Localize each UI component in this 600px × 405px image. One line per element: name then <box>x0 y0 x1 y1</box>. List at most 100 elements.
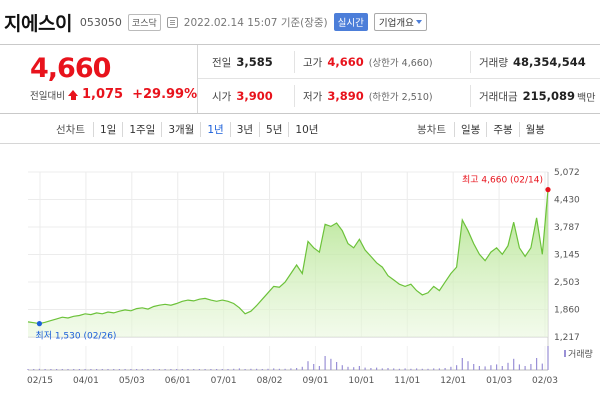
amount-unit: 백만 <box>577 92 596 104</box>
volume-bars <box>27 346 549 370</box>
volume-bar <box>324 356 326 370</box>
volume-bar <box>118 369 120 370</box>
volume-bar <box>336 362 338 370</box>
low-label: 저가 <box>303 90 323 103</box>
x-tick-label: 11/01 <box>394 376 420 386</box>
volume-bar <box>44 369 46 370</box>
volume-bar <box>313 364 315 370</box>
volume-label: 거래량 <box>479 56 508 69</box>
volume-bar <box>536 358 538 370</box>
volume-bar <box>507 362 509 370</box>
price-line <box>27 189 549 325</box>
tab-monthly[interactable]: 월봉 <box>518 121 551 137</box>
current-price: 4,660 <box>30 53 111 84</box>
tab-3m[interactable]: 3개월 <box>161 121 200 137</box>
tab-weekly[interactable]: 주봉 <box>486 121 518 137</box>
volume-bar <box>427 368 429 370</box>
tab-daily[interactable]: 일봉 <box>453 121 486 137</box>
tab-1d[interactable]: 1일 <box>92 121 122 137</box>
volume-bar <box>33 369 35 370</box>
lower-limit: (하한가 2,510) <box>368 92 433 103</box>
tab-10y[interactable]: 10년 <box>288 121 324 137</box>
company-info-button[interactable]: 기업개요 <box>373 13 427 31</box>
volume-bar <box>27 369 29 370</box>
volume-bar <box>90 369 92 370</box>
volume-bar <box>404 368 406 370</box>
volume-bar <box>164 369 166 370</box>
amount-cell: 거래대금 215,089 백만 <box>470 85 595 107</box>
volume-bar <box>56 369 58 370</box>
volume-bar <box>541 363 543 370</box>
volume-bar <box>478 366 480 370</box>
volume-bar <box>181 369 183 370</box>
volume-bar <box>444 368 446 370</box>
chevron-down-icon <box>415 20 422 24</box>
y-axis: 5,072 4,430 3,787 3,145 2,503 1,860 1,217 <box>554 168 580 343</box>
volume-bar <box>496 364 498 370</box>
volume-bar <box>238 368 240 370</box>
volume-bar <box>398 368 400 370</box>
stat-row-1: 전일 3,585 고가 4,660 (상한가 4,660) 거래량 48,354… <box>198 45 600 79</box>
volume-bar <box>393 368 395 370</box>
candle-chart-title: 봉차트 <box>417 123 446 136</box>
volume-bar <box>530 364 532 370</box>
volume-bar <box>61 369 63 370</box>
volume-bar <box>38 368 40 370</box>
volume-bar <box>176 369 178 370</box>
volume-bar <box>387 368 389 370</box>
low-cell: 저가 3,890 (하한가 2,510) <box>294 85 433 107</box>
volume-bar <box>204 369 206 370</box>
volume-bar <box>158 369 160 370</box>
chart-annotations: 거래량 최고 4,660 (02/14) 최저 1,530 (02/26) <box>35 175 592 360</box>
price-chart: 5,072 4,430 3,787 3,145 2,503 1,860 1,217 02/1… <box>27 168 593 386</box>
company-info-label: 기업개요 <box>378 18 414 29</box>
line-chart-title: 선차트 <box>56 123 85 136</box>
stock-code: 053050 <box>79 15 122 29</box>
volume-bar <box>484 366 486 370</box>
volume-bar <box>290 368 292 370</box>
volume-bar <box>370 368 372 370</box>
volume-bar <box>513 358 515 370</box>
volume-bar <box>101 369 103 370</box>
volume-bar <box>284 368 286 370</box>
volume-bar <box>518 364 520 370</box>
volume-bar <box>450 366 452 370</box>
volume-bar <box>433 368 435 370</box>
calendar-icon <box>166 16 178 28</box>
volume-bar <box>301 366 303 370</box>
high-point <box>545 187 551 193</box>
price-area <box>28 189 548 337</box>
volume-bar <box>296 368 298 370</box>
y-tick-label: 5,072 <box>554 168 580 178</box>
volume-bar <box>524 366 526 370</box>
volume-bar <box>421 368 423 370</box>
volume-bar <box>227 369 229 370</box>
volume-bar <box>136 369 138 370</box>
upper-limit: (상한가 4,660) <box>368 58 433 69</box>
tab-3y[interactable]: 3년 <box>229 121 259 137</box>
amount-value: 215,089 <box>522 89 576 103</box>
tab-1y[interactable]: 1년 <box>200 121 229 137</box>
tab-5y[interactable]: 5년 <box>259 121 288 137</box>
x-tick-label: 08/02 <box>257 376 283 386</box>
volume-value: 48,354,544 <box>512 55 586 69</box>
y-tick-label: 3,787 <box>554 223 580 233</box>
x-tick-label: 04/01 <box>73 376 99 386</box>
volume-bar <box>210 369 212 370</box>
x-tick-label: 06/01 <box>165 376 191 386</box>
volume-bar <box>364 367 366 370</box>
volume-bar <box>473 364 475 370</box>
tab-1w[interactable]: 1주일 <box>122 121 161 137</box>
volume-bar <box>221 369 223 370</box>
y-tick-label: 4,430 <box>554 196 580 206</box>
volume-bar <box>358 366 360 370</box>
volume-bar <box>244 369 246 370</box>
stock-name: 지에스이 <box>4 12 72 35</box>
volume-bar <box>84 369 86 370</box>
volume-bar <box>330 358 332 370</box>
open-label: 시가 <box>212 90 232 103</box>
high-annotation: 최고 4,660 (02/14) <box>462 175 543 186</box>
realtime-button[interactable]: 실시간 <box>333 13 368 31</box>
period-bar: 선차트 1일 1주일 3개월 1년 3년 5년 10년 봉차트 일봉 주봉 월봉 <box>0 114 600 144</box>
candle-chart-tabs: 봉차트 일봉 주봉 월봉 <box>417 114 551 144</box>
